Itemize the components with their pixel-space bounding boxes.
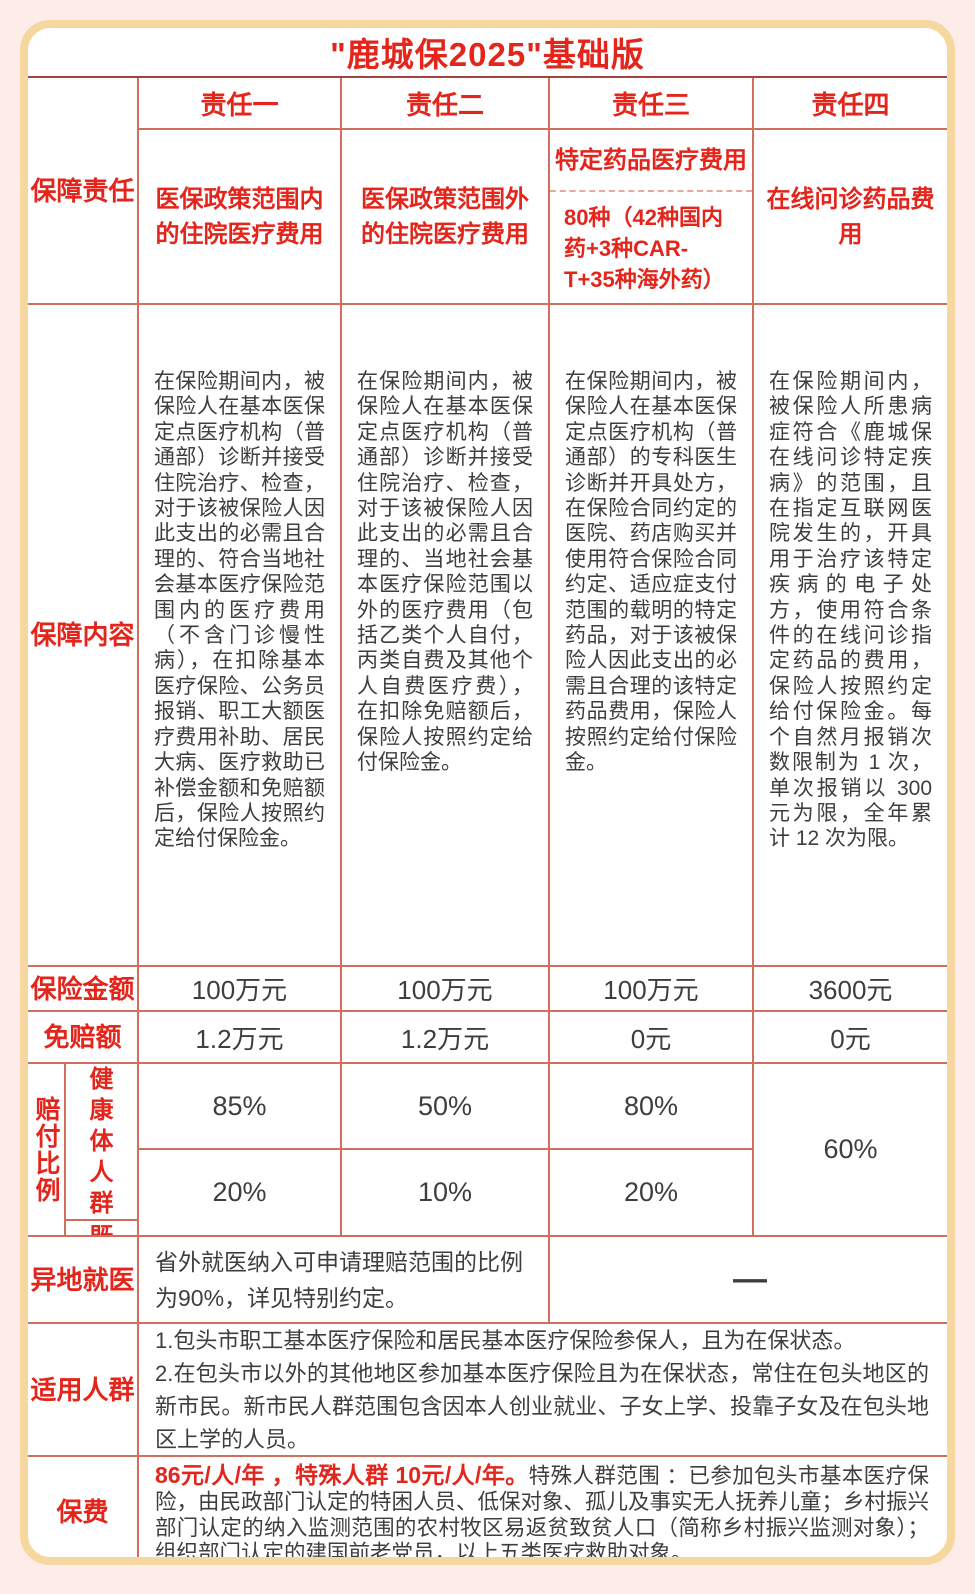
payout-healthy-duty-1: 85%	[137, 1062, 340, 1148]
payout-healthy-duty-3: 80%	[548, 1062, 752, 1148]
sum-insured-duty-2: 100万元	[340, 965, 548, 1010]
row-label-deductible: 免赔额	[28, 1010, 137, 1062]
duty-3-subheader: 特定药品医疗费用 80种（42种国内药+3种CAR-T+35种海外药）	[548, 128, 752, 303]
benefits-table: 保障责任 责任一 责任二 责任三 责任四 医保政策范围内的住院医疗费用 医保政策…	[28, 78, 947, 1565]
duty-2-header: 责任二	[340, 78, 548, 128]
coverage-content-duty-1: 在保险期间内，被保险人在基本医保定点医疗机构（普通部）诊断并接受住院治疗、检查，…	[137, 303, 340, 965]
row-label-sum-insured: 保险金额	[28, 965, 137, 1010]
payout-ratio-sublabels: 健康体人群 既往症人群	[64, 1064, 137, 1235]
insurance-plan-card: "鹿城保2025"基础版 保障责任 责任一 责任二 责任三 责任四 医保政策范围…	[20, 20, 955, 1565]
deductible-duty-1: 1.2万元	[137, 1010, 340, 1062]
duty-3-drug-count-note: 80种（42种国内药+3种CAR-T+35种海外药）	[564, 205, 725, 292]
sum-insured-duty-1: 100万元	[137, 965, 340, 1010]
deductible-duty-4: 0元	[752, 1010, 947, 1062]
eligible-item-2: 2.在包头市以外的其他地区参加基本医疗保险且为在保状态，常住在包头地区的新市民。…	[155, 1360, 929, 1452]
row-label-premium: 保费	[28, 1455, 137, 1557]
row-label-coverage-content: 保障内容	[28, 303, 137, 965]
premium-price-highlight: 86元/人/年 ，特殊人群 10元/人/年。	[155, 1462, 529, 1488]
payout-merged-duty-4: 60%	[752, 1062, 947, 1235]
row-label-payout-ratio: 赔付比例 健康体人群 既往症人群	[28, 1062, 137, 1235]
remote-medical-dash: —	[548, 1235, 947, 1322]
premium-text: 86元/人/年 ，特殊人群 10元/人/年。特殊人群范围 ：已参加包头市基本医疗…	[137, 1455, 947, 1565]
duty-3-subheader-title: 特定药品医疗费用	[550, 130, 752, 192]
duty-4-header: 责任四	[752, 78, 947, 128]
payout-preexisting-duty-3: 20%	[548, 1148, 752, 1235]
page-title: "鹿城保2025"基础版	[330, 36, 645, 73]
eligible-people-text: 1.包头市职工基本医疗保险和居民基本医疗保险参保人，且为在保状态。 2.在包头市…	[137, 1322, 947, 1455]
duty-2-subheader: 医保政策范围外的住院医疗费用	[340, 128, 548, 303]
sum-insured-duty-4: 3600元	[752, 965, 947, 1010]
duty-3-header: 责任三	[548, 78, 752, 128]
duty-1-subheader: 医保政策范围内的住院医疗费用	[137, 128, 340, 303]
premium-note: 特殊人群范围 ：已参加包头市基本医疗保险，由民政部门认定的特困人员、低保对象、孤…	[155, 1464, 930, 1565]
remote-medical-text: 省外就医纳入可申请理赔范围的比例为90%，详见特别约定。	[137, 1235, 548, 1322]
deductible-duty-3: 0元	[548, 1010, 752, 1062]
duty-4-subheader: 在线问诊药品费用	[752, 128, 947, 303]
coverage-content-duty-4: 在保险期间内，被保险人所患病症符合《鹿城保在线问诊特定疾病》的范围，且在指定互联…	[752, 303, 947, 965]
sublabel-preexisting-group: 既往症人群	[66, 1219, 137, 1235]
payout-preexisting-duty-1: 20%	[137, 1148, 340, 1235]
row-label-remote-medical: 异地就医	[28, 1235, 137, 1322]
title-bar: "鹿城保2025"基础版	[28, 28, 947, 78]
payout-preexisting-duty-2: 10%	[340, 1148, 548, 1235]
eligible-item-1: 1.包头市职工基本医疗保险和居民基本医疗保险参保人，且为在保状态。	[155, 1327, 856, 1353]
row-label-coverage-duty: 保障责任	[30, 175, 135, 206]
coverage-content-duty-3: 在保险期间内，被保险人在基本医保定点医疗机构（普通部）的专科医生诊断并开具处方，…	[548, 303, 752, 965]
duty-1-header: 责任一	[137, 78, 340, 128]
coverage-content-duty-2: 在保险期间内，被保险人在基本医保定点医疗机构（普通部）诊断并接受住院治疗、检查，…	[340, 303, 548, 965]
payout-healthy-duty-2: 50%	[340, 1062, 548, 1148]
deductible-duty-2: 1.2万元	[340, 1010, 548, 1062]
payout-ratio-vertical-label: 赔付比例	[32, 1095, 60, 1204]
row-label-eligible-people: 适用人群	[28, 1322, 137, 1455]
sublabel-healthy-group: 健康体人群	[89, 1066, 114, 1217]
sum-insured-duty-3: 100万元	[548, 965, 752, 1010]
